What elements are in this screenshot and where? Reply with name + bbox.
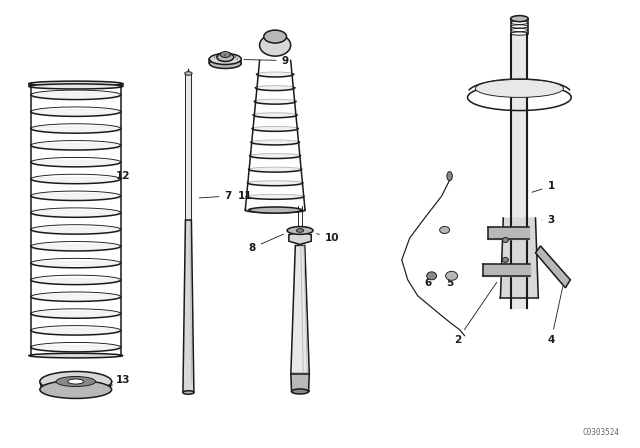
Ellipse shape — [296, 228, 303, 232]
Polygon shape — [186, 73, 191, 220]
Ellipse shape — [40, 371, 111, 392]
Text: 12: 12 — [115, 171, 130, 181]
Polygon shape — [289, 232, 311, 245]
Polygon shape — [511, 34, 527, 308]
Ellipse shape — [68, 379, 84, 384]
Polygon shape — [488, 227, 529, 239]
Polygon shape — [483, 264, 530, 276]
Text: 8: 8 — [248, 234, 284, 253]
Ellipse shape — [249, 207, 301, 213]
Ellipse shape — [209, 53, 241, 65]
Text: 10: 10 — [317, 233, 339, 243]
Ellipse shape — [427, 272, 436, 280]
Ellipse shape — [445, 271, 458, 280]
Polygon shape — [183, 220, 194, 392]
Ellipse shape — [209, 59, 241, 69]
Ellipse shape — [40, 380, 111, 398]
Text: 3: 3 — [542, 215, 555, 225]
Ellipse shape — [217, 52, 234, 61]
Ellipse shape — [440, 227, 449, 233]
Ellipse shape — [502, 237, 508, 242]
Polygon shape — [291, 246, 309, 374]
Text: C0303524: C0303524 — [582, 428, 619, 437]
Polygon shape — [500, 218, 538, 298]
Ellipse shape — [476, 79, 563, 97]
Text: 4: 4 — [548, 287, 563, 345]
Ellipse shape — [292, 389, 308, 394]
Ellipse shape — [287, 227, 313, 234]
Ellipse shape — [264, 30, 287, 43]
Polygon shape — [291, 374, 309, 392]
Polygon shape — [511, 105, 527, 218]
Ellipse shape — [29, 84, 123, 89]
Text: 11: 11 — [238, 191, 253, 201]
Ellipse shape — [260, 34, 291, 56]
Ellipse shape — [220, 52, 230, 57]
Text: 7: 7 — [199, 191, 232, 201]
Text: 13: 13 — [111, 375, 130, 385]
Ellipse shape — [56, 376, 95, 387]
Text: 6: 6 — [424, 278, 431, 288]
Ellipse shape — [183, 391, 194, 394]
Text: 5: 5 — [446, 278, 453, 288]
Ellipse shape — [29, 81, 123, 86]
Polygon shape — [536, 246, 570, 288]
Ellipse shape — [447, 172, 452, 181]
Text: 9: 9 — [244, 56, 289, 65]
Ellipse shape — [502, 258, 508, 263]
Text: 2: 2 — [454, 282, 497, 345]
Text: 1: 1 — [532, 181, 555, 192]
Ellipse shape — [511, 16, 528, 22]
Ellipse shape — [29, 353, 123, 358]
Ellipse shape — [185, 72, 192, 75]
